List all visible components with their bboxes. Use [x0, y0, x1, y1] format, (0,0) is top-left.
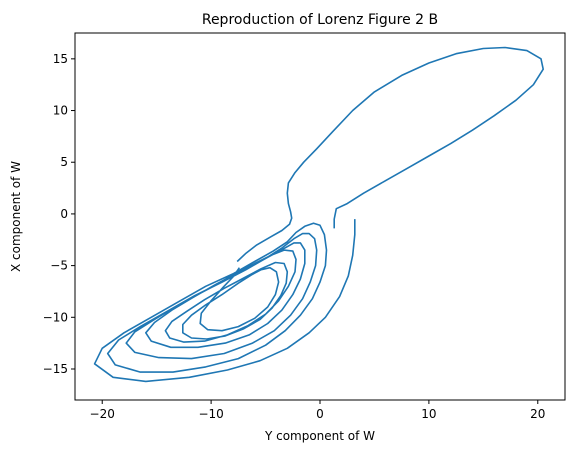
- y-tick-label: −5: [50, 259, 68, 273]
- y-tick-label: 15: [53, 52, 68, 66]
- trajectory-line-1: [93, 219, 356, 383]
- y-axis-label: X component of W: [9, 161, 23, 272]
- y-tick-label: 5: [60, 155, 68, 169]
- y-tick-label: 10: [53, 104, 68, 118]
- x-tick-label: −20: [90, 407, 115, 421]
- x-ticks: −20 −10 0 10 20: [90, 400, 545, 421]
- y-tick-label: −15: [43, 362, 68, 376]
- x-tick-label: 0: [316, 407, 324, 421]
- x-tick-label: −10: [198, 407, 223, 421]
- plot-frame: [74, 32, 566, 401]
- x-tick-label: 20: [530, 407, 545, 421]
- y-ticks: −15 −10 −5 0 5 10 15: [43, 52, 75, 376]
- y-tick-label: 0: [60, 207, 68, 221]
- plot-lines: [93, 46, 544, 383]
- y-tick-label: −10: [43, 310, 68, 324]
- trajectory-line-2: [236, 46, 544, 263]
- x-axis-label: Y component of W: [264, 429, 375, 443]
- chart-title: Reproduction of Lorenz Figure 2 B: [202, 12, 438, 28]
- x-tick-label: 10: [421, 407, 436, 421]
